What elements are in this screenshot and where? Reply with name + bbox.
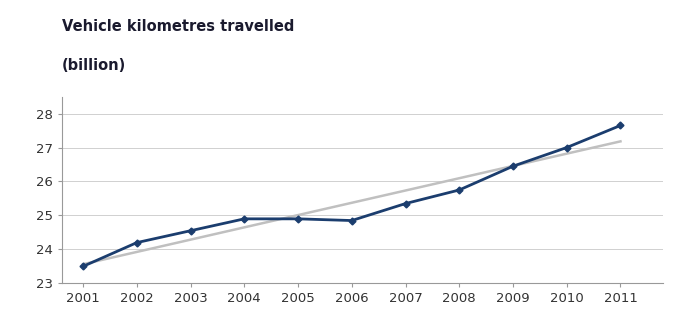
Text: (billion): (billion) bbox=[62, 58, 126, 73]
Text: Vehicle kilometres travelled: Vehicle kilometres travelled bbox=[62, 19, 294, 34]
